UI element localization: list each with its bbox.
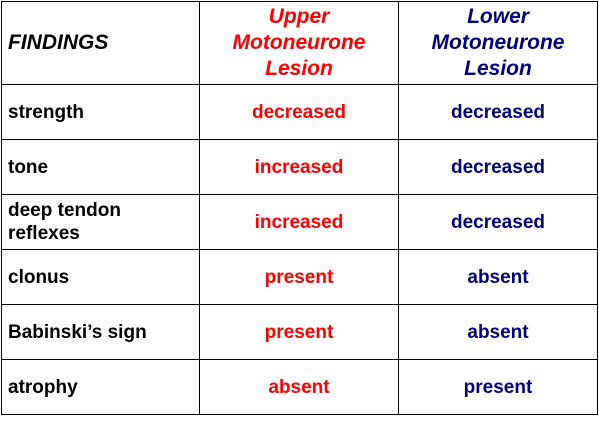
finding-cell: deep tendon reflexes	[1, 194, 200, 250]
value-cell: decreased	[398, 139, 598, 195]
finding-cell: Babinski’s sign	[1, 304, 200, 360]
finding-cell: strength	[1, 84, 200, 140]
header-cell: Lower Motoneurone Lesion	[398, 1, 598, 85]
value-cell: absent	[398, 249, 598, 305]
value-cell: absent	[398, 304, 598, 360]
finding-cell: tone	[1, 139, 200, 195]
value-cell: decreased	[199, 84, 399, 140]
finding-cell: atrophy	[1, 359, 200, 415]
table-row: clonus present absent	[1, 249, 598, 305]
table-row: atrophy absent present	[1, 359, 598, 415]
table-row: Babinski’s sign present absent	[1, 304, 598, 360]
value-cell: decreased	[398, 84, 598, 140]
value-cell: present	[398, 359, 598, 415]
header-cell: Upper Motoneurone Lesion	[199, 1, 399, 85]
value-cell: increased	[199, 139, 399, 195]
table-row: deep tendon reflexes increased decreased	[1, 194, 598, 250]
header-row: FINDINGS Upper Motoneurone Lesion Lower Mo…	[1, 1, 598, 85]
header-cell: FINDINGS	[1, 1, 200, 85]
value-cell: absent	[199, 359, 399, 415]
finding-cell: clonus	[1, 249, 200, 305]
value-cell: decreased	[398, 194, 598, 250]
table-row: strength decreased decreased	[1, 84, 598, 140]
table-body: FINDINGS Upper Motoneurone Lesion Lower Mo…	[1, 1, 598, 415]
findings-table: FINDINGS Upper Motoneurone Lesion Lower Mo…	[1, 1, 598, 415]
value-cell: increased	[199, 194, 399, 250]
table-row: tone increased decreased	[1, 139, 598, 195]
value-cell: present	[199, 249, 399, 305]
value-cell: present	[199, 304, 399, 360]
